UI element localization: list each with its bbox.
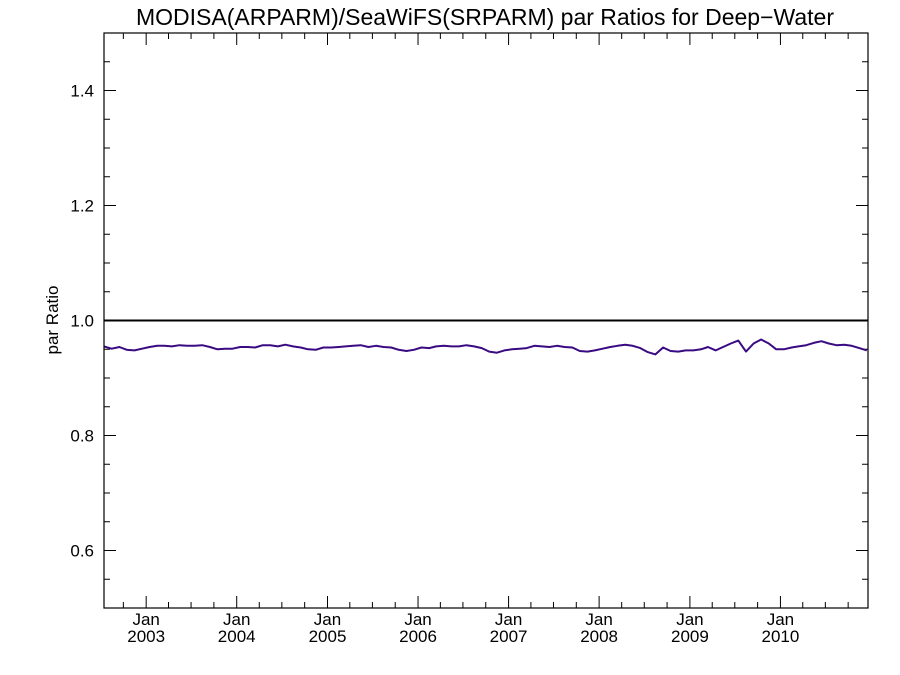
x-tick-label-year: 2009: [671, 627, 709, 646]
plot-frame: [103, 32, 869, 609]
y-tick-label: 1.0: [70, 312, 94, 331]
minor-ticks: [104, 33, 868, 608]
x-tick-label-month: Jan: [767, 610, 794, 629]
x-tick-label-year: 2005: [309, 627, 347, 646]
x-tick-label-month: Jan: [223, 610, 250, 629]
x-tick-label-month: Jan: [676, 610, 703, 629]
y-axis-label: par Ratio: [43, 286, 62, 355]
x-tick-label-month: Jan: [585, 610, 612, 629]
x-tick-label-month: Jan: [495, 610, 522, 629]
series-group: [103, 338, 868, 356]
y-tick-labels: 0.6 0.8 1.0 1.2 1.4: [70, 82, 94, 561]
y-tick-label: 1.2: [70, 197, 94, 216]
x-tick-labels: Jan2003Jan2004Jan2005Jan2006Jan2007Jan20…: [127, 610, 799, 646]
x-tick-label-month: Jan: [132, 610, 159, 629]
series-line: [103, 338, 868, 356]
y-tick-label: 1.4: [70, 82, 94, 101]
y-tick-label: 0.8: [70, 427, 94, 446]
x-tick-label-year: 2003: [127, 627, 165, 646]
chart-title: MODISA(ARPARM)/SeaWiFS(SRPARM) par Ratio…: [136, 4, 834, 30]
x-tick-label-year: 2006: [399, 627, 437, 646]
y-tick-label: 0.6: [70, 542, 94, 561]
x-tick-label-month: Jan: [404, 610, 431, 629]
x-tick-label-year: 2008: [580, 627, 618, 646]
x-tick-label-year: 2007: [490, 627, 528, 646]
x-tick-label-year: 2004: [218, 627, 256, 646]
x-tick-label-month: Jan: [314, 610, 341, 629]
x-tick-label-year: 2010: [762, 627, 800, 646]
